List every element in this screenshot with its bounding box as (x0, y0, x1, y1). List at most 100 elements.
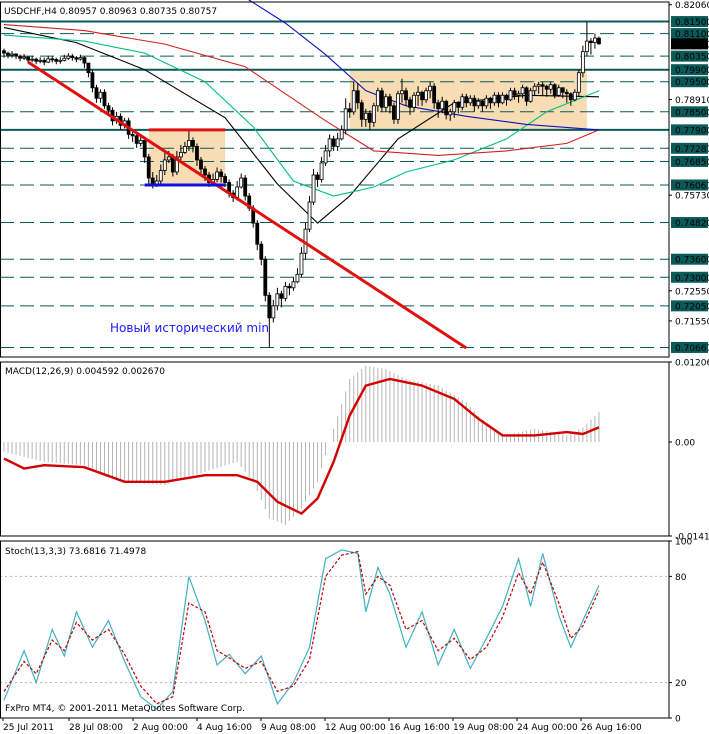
candle-body (78, 57, 83, 60)
candle-body (311, 174, 316, 203)
candle-body (178, 152, 183, 158)
candle-body (158, 170, 163, 182)
candle-body (239, 177, 244, 188)
candle-body (86, 62, 91, 74)
candle-body (468, 97, 473, 104)
price-tick-label: 0.78910 (675, 96, 709, 106)
candle-body (412, 94, 416, 108)
candle-body (536, 84, 541, 87)
candle-body (484, 97, 489, 107)
macd-series (3, 365, 600, 525)
footer-text: FxPro MT4, © 2001-2011 MetaQuotes Softwa… (5, 704, 245, 714)
candle-body (383, 96, 388, 108)
candle-body (323, 150, 328, 164)
candle-body (26, 56, 31, 61)
candle-body (335, 138, 340, 147)
candle-body (94, 87, 99, 99)
candle-body (528, 90, 533, 102)
candle-body (279, 293, 284, 299)
x-tick-label: 28 Jul 08:00 (69, 723, 123, 733)
candle-body (351, 90, 356, 113)
candle-body (343, 108, 348, 131)
macd-tick-label: -0.014171 (675, 533, 709, 543)
candle-body (508, 90, 513, 101)
candle-body (593, 37, 597, 44)
macd-tick-label: 0.012064 (675, 358, 709, 368)
candle-body (6, 52, 10, 56)
candle-body (488, 97, 493, 104)
candle-body (359, 102, 364, 120)
candle-body (576, 72, 581, 93)
candle-body (375, 90, 380, 107)
x-tick-label: 26 Aug 16:00 (581, 723, 642, 733)
candle-body (191, 139, 195, 147)
candle-body (2, 50, 6, 54)
stoch-series (0, 549, 669, 710)
candle-body (456, 102, 461, 108)
price-label-box-11 (671, 155, 708, 167)
candle-body (367, 112, 372, 123)
candle-body (90, 72, 95, 89)
panel-frame-0 (0, 1, 670, 358)
candle-body (339, 129, 344, 140)
candle-body (46, 58, 51, 63)
candle-body (138, 139, 143, 144)
macd-title: MACD(12,26,9) 0.004592 0.002670 (5, 367, 165, 377)
candle-body (166, 156, 171, 161)
candle-body (199, 159, 203, 170)
candle-body (544, 85, 549, 90)
price-tick-label: 0.72550 (675, 287, 709, 297)
candle-body (271, 305, 276, 319)
candle-body (295, 273, 300, 283)
price-trendlines (27, 60, 468, 350)
candle-body (552, 84, 557, 96)
candle-body (392, 105, 396, 120)
candle-body (319, 162, 324, 180)
candle-body (130, 133, 135, 137)
candle-body (388, 96, 392, 107)
candle-body (472, 97, 477, 107)
candle-body (512, 90, 517, 96)
x-tick-label: 25 Jul 2011 (3, 723, 54, 733)
candle-body (235, 186, 240, 198)
stoch-title: Stoch(13,3,3) 73.6816 71.4978 (5, 547, 146, 557)
price-tick-label: 0.80757 (675, 40, 709, 50)
candle-body (275, 293, 280, 307)
candle-body (62, 57, 67, 61)
candle-body (70, 55, 75, 59)
candle-body (420, 91, 424, 101)
candle-body (10, 53, 14, 56)
candle-body (564, 91, 569, 95)
candle-body (572, 91, 577, 101)
candle-body (38, 59, 43, 62)
candle-body (307, 201, 312, 230)
price-candles (2, 21, 601, 348)
candle-body (106, 105, 111, 111)
x-tick-label: 24 Aug 00:00 (517, 723, 578, 733)
candle-body (597, 37, 601, 45)
candle-body (243, 177, 248, 197)
stoch-tick-label: 100 (675, 538, 692, 548)
candle-body (54, 59, 59, 62)
candle-body (203, 168, 207, 176)
candle-body (287, 285, 292, 289)
candle-body (74, 57, 79, 60)
candle-body (98, 91, 103, 99)
candle-body (432, 85, 437, 104)
candle-body (174, 156, 179, 173)
candle-body (524, 87, 529, 102)
price-tick-label: 0.75730 (675, 192, 709, 202)
price-tick-label: 0.76850 (675, 158, 709, 168)
candle-body (42, 59, 47, 63)
candle-body (404, 90, 408, 101)
candle-body (560, 87, 565, 93)
candle-body (215, 171, 219, 180)
macd-signal-line (3, 377, 600, 516)
price-tick-label: 0.78500 (675, 108, 709, 118)
price-label-box-8 (671, 106, 708, 118)
candle-body (34, 58, 39, 62)
candle-body (134, 135, 139, 144)
price-label-box-3 (671, 38, 708, 50)
